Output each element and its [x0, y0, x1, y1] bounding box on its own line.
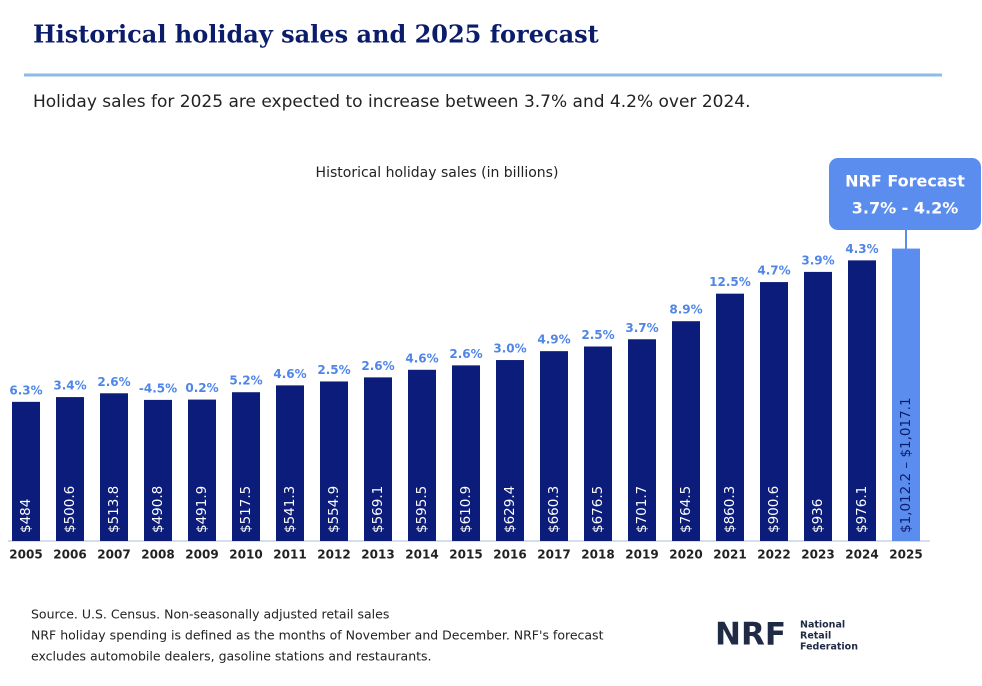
bar	[760, 282, 788, 541]
bar	[496, 360, 524, 541]
callout-range: 3.7% - 4.2%	[852, 199, 959, 218]
x-tick-label: 2006	[53, 548, 86, 562]
value-label: $629.4	[502, 486, 518, 533]
growth-label: 3.9%	[801, 253, 834, 267]
bar	[804, 271, 832, 541]
growth-label: 3.0%	[493, 342, 526, 356]
value-label: $491.9	[194, 486, 210, 533]
growth-label: 2.6%	[449, 347, 482, 361]
bar	[848, 260, 876, 541]
growth-label: 5.2%	[229, 374, 262, 388]
bar	[716, 293, 744, 541]
x-tick-label: 2015	[449, 548, 482, 562]
value-label: $900.6	[766, 486, 782, 533]
x-tick-label: 2019	[625, 548, 658, 562]
x-tick-label: 2007	[97, 548, 130, 562]
value-label: $936	[810, 499, 826, 533]
bar	[144, 399, 172, 541]
callout-title: NRF Forecast	[845, 172, 965, 191]
growth-label: 4.6%	[273, 367, 306, 381]
bar	[672, 321, 700, 541]
value-label: $676.5	[590, 486, 606, 533]
bar	[56, 397, 84, 541]
value-label: $569.1	[370, 486, 386, 533]
growth-label: 2.5%	[317, 363, 350, 377]
bar	[12, 401, 40, 541]
value-label: $595.5	[414, 486, 430, 533]
forecast-label: $1,012.2 – $1,017.1	[898, 397, 914, 533]
value-label: $513.8	[106, 486, 122, 533]
growth-label: 4.9%	[537, 333, 570, 347]
x-tick-label: 2008	[141, 548, 174, 562]
x-tick-label: 2009	[185, 548, 218, 562]
x-tick-label: 2012	[317, 548, 350, 562]
growth-label: 2.6%	[361, 359, 394, 373]
bar	[628, 339, 656, 541]
growth-label: 2.5%	[581, 328, 614, 342]
x-tick-label: 2005	[9, 548, 42, 562]
x-tick-label: 2024	[845, 548, 878, 562]
forecast-callout	[829, 158, 981, 230]
value-label: $484	[18, 499, 34, 533]
x-tick-label: 2022	[757, 548, 790, 562]
bar	[540, 351, 568, 541]
value-label: $660.3	[546, 486, 562, 533]
growth-label: 4.7%	[757, 264, 790, 278]
x-tick-label: 2020	[669, 548, 702, 562]
bar	[452, 365, 480, 541]
growth-label: 4.6%	[405, 351, 438, 365]
growth-label: 6.3%	[9, 383, 42, 397]
x-tick-label: 2017	[537, 548, 570, 562]
value-label: $500.6	[62, 486, 78, 533]
x-tick-label: 2023	[801, 548, 834, 562]
bar	[364, 377, 392, 541]
value-label: $517.5	[238, 486, 254, 533]
x-tick-label: 2010	[229, 548, 262, 562]
value-label: $490.8	[150, 486, 166, 533]
growth-label: 3.4%	[53, 379, 86, 393]
growth-label: 8.9%	[669, 303, 702, 317]
plot-title: Historical holiday sales (in billions)	[316, 165, 559, 181]
x-tick-label: 2013	[361, 548, 394, 562]
value-label: $610.9	[458, 486, 474, 533]
growth-label: 4.3%	[845, 242, 878, 256]
bar	[276, 385, 304, 541]
x-tick-label: 2014	[405, 548, 438, 562]
bar	[584, 346, 612, 541]
growth-label: 0.2%	[185, 381, 218, 395]
bar	[320, 381, 348, 541]
subtitle: Holiday sales for 2025 are expected to i…	[33, 92, 751, 112]
value-label: $764.5	[678, 486, 694, 533]
bar	[100, 393, 128, 541]
logo-mark: NRF	[715, 617, 786, 653]
source: Source. U.S. Census. Non-seasonally adju…	[31, 607, 389, 622]
chart-title: Historical holiday sales and 2025 foreca…	[33, 20, 599, 49]
note: NRF holiday spending is defined as the m…	[31, 628, 604, 643]
value-label: $976.1	[854, 486, 870, 533]
x-tick-label: 2025	[889, 548, 922, 562]
value-label: $554.9	[326, 486, 342, 533]
value-label: $541.3	[282, 486, 298, 533]
growth-label: 2.6%	[97, 375, 130, 389]
logo-text: Retail	[800, 631, 831, 642]
note: excludes automobile dealers, gasoline st…	[31, 649, 432, 664]
forecast-bar	[892, 248, 920, 542]
bar	[408, 369, 436, 541]
x-tick-label: 2021	[713, 548, 746, 562]
logo-text: Federation	[800, 642, 858, 653]
bar	[188, 399, 216, 541]
growth-label: -4.5%	[139, 381, 177, 395]
growth-label: 12.5%	[709, 275, 751, 289]
x-tick-label: 2016	[493, 548, 526, 562]
value-label: $701.7	[634, 486, 650, 533]
x-tick-label: 2018	[581, 548, 614, 562]
logo-text: National	[800, 620, 845, 631]
x-tick-label: 2011	[273, 548, 306, 562]
value-label: $860.3	[722, 486, 738, 533]
growth-label: 3.7%	[625, 321, 658, 335]
bar	[232, 392, 260, 541]
